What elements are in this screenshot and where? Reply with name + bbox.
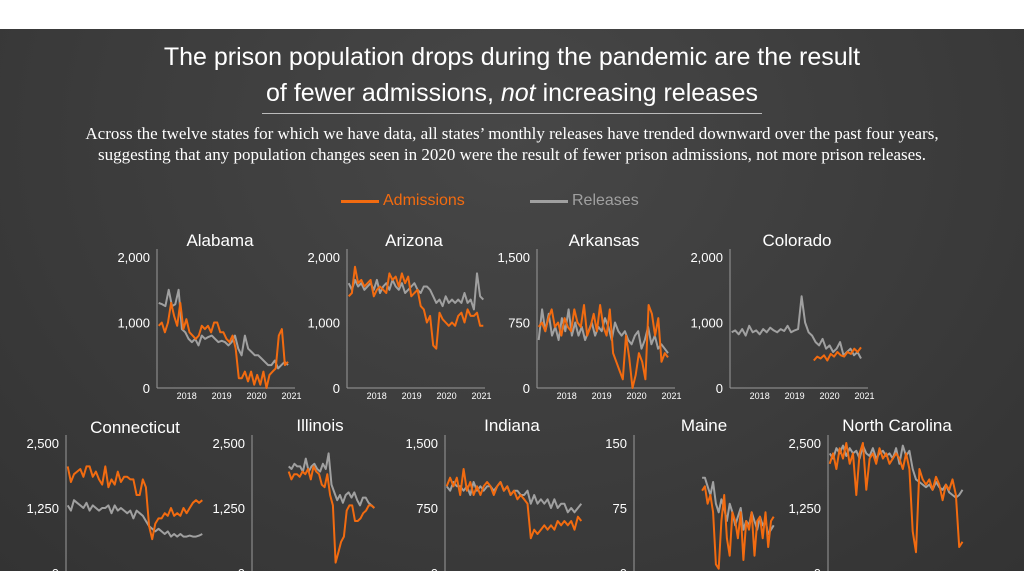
chart-title: Arizona bbox=[385, 231, 443, 250]
y-tick-label: 2,500 bbox=[788, 436, 821, 451]
chart-arizona: Arizona 0 1,000 2,000 2018 2019 2020 2021 bbox=[307, 231, 491, 401]
legend-swatch bbox=[530, 199, 568, 203]
series-admissions bbox=[66, 465, 203, 541]
y-tick-label: 0 bbox=[814, 566, 821, 571]
x-tick-label: 2018 bbox=[177, 391, 197, 401]
chart-colorado: Colorado 0 1,000 2,000 2018 2019 2020 2021 bbox=[690, 231, 874, 401]
x-tick-label: 2020 bbox=[247, 391, 267, 401]
chart-north-carolina: North Carolina 0 1,250 2,500 bbox=[788, 416, 964, 571]
legend-label: Admissions bbox=[383, 192, 465, 209]
x-tick-label: 2018 bbox=[557, 391, 577, 401]
x-tick-label: 2021 bbox=[471, 391, 491, 401]
subtitle: Across the twelve states for which we ha… bbox=[0, 123, 1024, 165]
y-tick-label: 0 bbox=[716, 381, 723, 396]
chart-connecticut: Connecticut 0 1,250 2,500 bbox=[26, 418, 203, 571]
legend-admissions: Admissions bbox=[341, 192, 465, 210]
series-admissions bbox=[828, 442, 964, 554]
x-tick-label: 2020 bbox=[437, 391, 457, 401]
x-tick-label: 2021 bbox=[854, 391, 874, 401]
x-tick-label: 2020 bbox=[820, 391, 840, 401]
y-tick-label: 1,000 bbox=[307, 316, 340, 331]
legend-releases: Releases bbox=[530, 192, 639, 210]
y-tick-label: 150 bbox=[605, 436, 627, 451]
series-admissions bbox=[701, 485, 775, 570]
y-tick-label: 1,250 bbox=[212, 501, 245, 516]
title-emphasis: not bbox=[500, 79, 536, 107]
x-tick-label: 2020 bbox=[627, 391, 647, 401]
y-tick-label: 0 bbox=[431, 566, 438, 571]
y-tick-label: 2,000 bbox=[690, 250, 723, 265]
chart-title: Colorado bbox=[763, 231, 832, 250]
series-admissions bbox=[287, 465, 375, 564]
subtitle-line-1: Across the twelve states for which we ha… bbox=[85, 124, 939, 143]
title-text: of fewer admissions, bbox=[266, 79, 501, 107]
chart-title: Illinois bbox=[296, 416, 343, 435]
y-tick-label: 1,000 bbox=[117, 316, 150, 331]
y-tick-label: 2,500 bbox=[212, 436, 245, 451]
title-line-1: The prison population drops during the p… bbox=[163, 43, 861, 71]
y-tick-label: 1,500 bbox=[405, 436, 438, 451]
series-admissions bbox=[537, 304, 669, 389]
x-tick-label: 2018 bbox=[367, 391, 387, 401]
y-tick-label: 0 bbox=[333, 381, 340, 396]
y-tick-label: 0 bbox=[52, 566, 59, 571]
chart-title: Indiana bbox=[484, 416, 540, 435]
y-tick-label: 75 bbox=[613, 501, 627, 516]
y-tick-label: 1,250 bbox=[788, 501, 821, 516]
title-text: increasing releases bbox=[535, 79, 758, 107]
chart-maine: Maine 0 75 150 bbox=[605, 416, 775, 571]
y-tick-label: 1,000 bbox=[690, 316, 723, 331]
series-releases bbox=[731, 295, 862, 359]
x-tick-label: 2018 bbox=[750, 391, 770, 401]
x-tick-label: 2019 bbox=[785, 391, 805, 401]
chart-arkansas: Arkansas 0 750 1,500 2018 2019 2020 2021 bbox=[497, 231, 681, 401]
series-admissions bbox=[445, 468, 583, 540]
chart-title: Maine bbox=[681, 416, 727, 435]
chart-indiana: Indiana 0 750 1,500 bbox=[405, 416, 583, 571]
series-admissions bbox=[157, 301, 289, 389]
x-tick-label: 2019 bbox=[402, 391, 422, 401]
legend-swatch bbox=[341, 199, 379, 203]
y-tick-label: 750 bbox=[508, 316, 530, 331]
chart-title: North Carolina bbox=[842, 416, 952, 435]
subtitle-line-2: suggesting that any population changes s… bbox=[97, 145, 927, 164]
y-tick-label: 0 bbox=[238, 566, 245, 571]
y-tick-label: 0 bbox=[143, 381, 150, 396]
y-tick-label: 2,000 bbox=[307, 250, 340, 265]
chart-title: Connecticut bbox=[90, 418, 180, 437]
series-admissions bbox=[347, 265, 484, 350]
x-tick-label: 2021 bbox=[281, 391, 301, 401]
y-tick-label: 750 bbox=[416, 501, 438, 516]
chart-illinois: Illinois 0 1,250 2,500 bbox=[212, 416, 375, 571]
legend: Admissions Releases bbox=[0, 192, 1024, 216]
series-releases bbox=[66, 499, 203, 538]
x-tick-label: 2019 bbox=[592, 391, 612, 401]
y-tick-label: 2,000 bbox=[117, 250, 150, 265]
x-tick-label: 2021 bbox=[661, 391, 681, 401]
chart-title: Alabama bbox=[186, 231, 254, 250]
series-releases bbox=[702, 476, 775, 535]
x-tick-label: 2019 bbox=[212, 391, 232, 401]
y-tick-label: 1,250 bbox=[26, 501, 59, 516]
chart-alabama: Alabama 0 1,000 2,000 2018 2019 2020 2021 bbox=[117, 231, 301, 401]
y-tick-label: 0 bbox=[620, 566, 627, 571]
y-tick-label: 0 bbox=[523, 381, 530, 396]
series-releases bbox=[158, 288, 289, 370]
title-line-2: of fewer admissions, not increasing rele… bbox=[262, 75, 762, 114]
series-admissions bbox=[813, 346, 862, 362]
y-tick-label: 2,500 bbox=[26, 436, 59, 451]
y-tick-label: 1,500 bbox=[497, 250, 530, 265]
page-title: The prison population drops during the p… bbox=[0, 39, 1024, 114]
chart-title: Arkansas bbox=[569, 231, 640, 250]
legend-label: Releases bbox=[572, 192, 639, 209]
